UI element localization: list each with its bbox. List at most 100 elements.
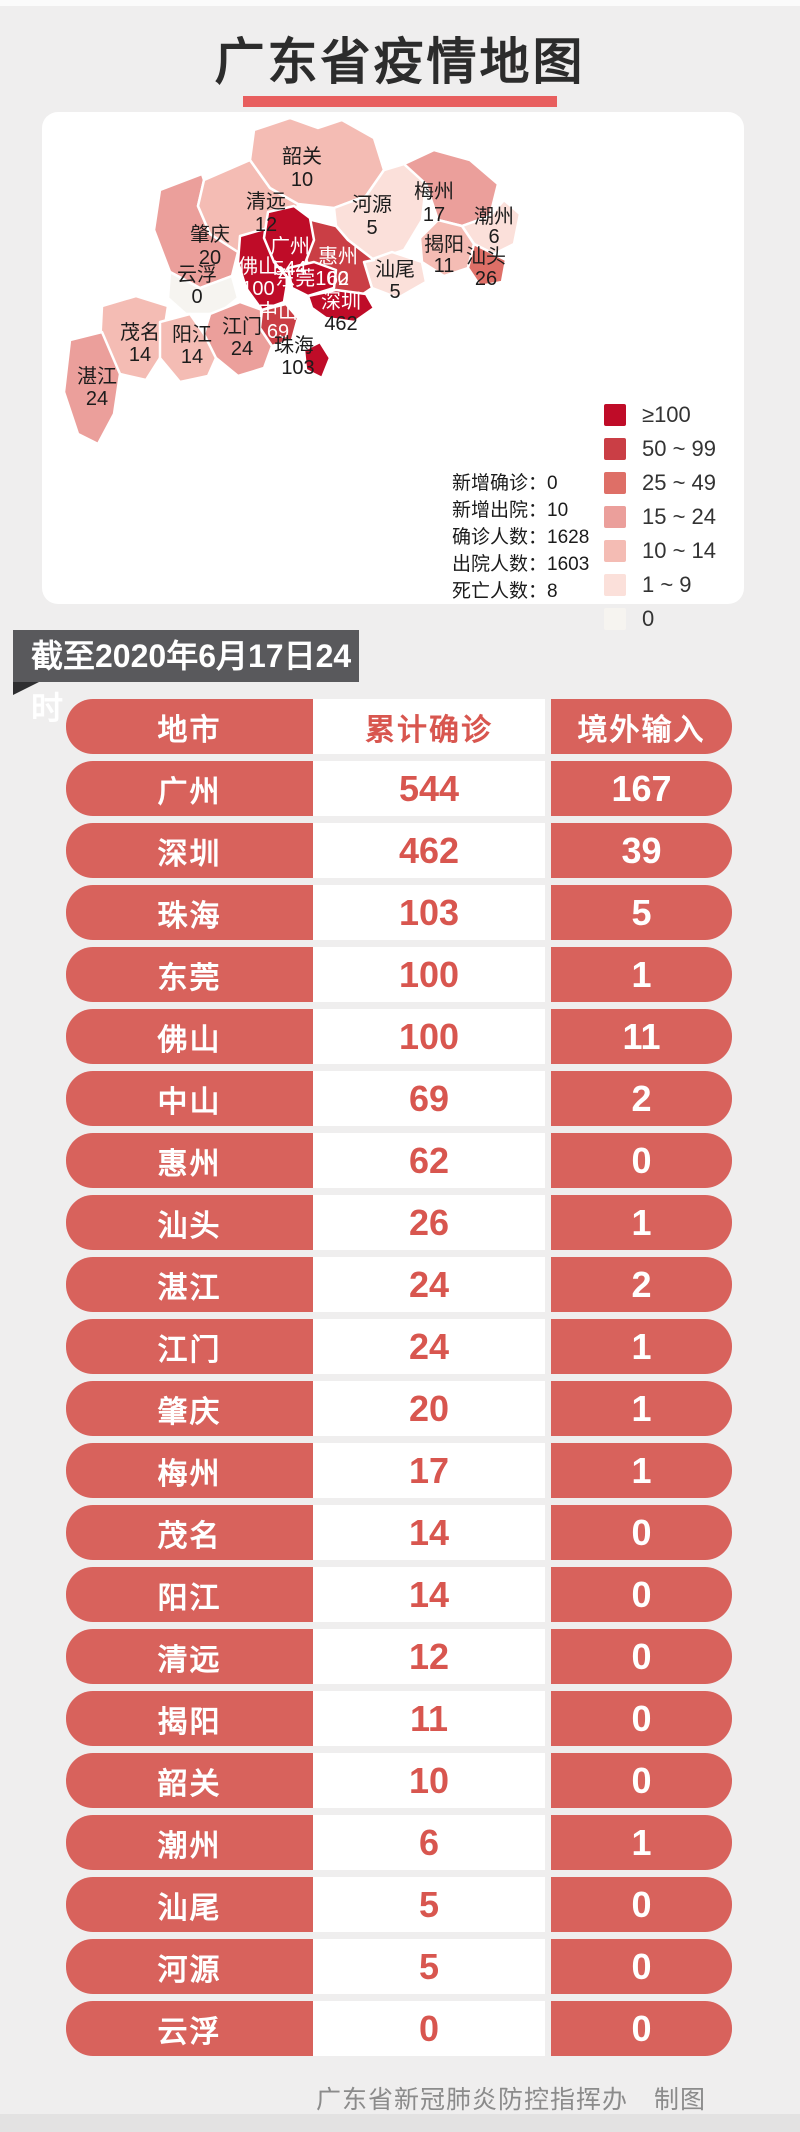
imported-cell: 0 [551,1753,732,1808]
confirmed-cell: 14 [313,1505,545,1560]
map-region-label: 14 [181,346,203,368]
map-region-label: 河源 [352,193,392,216]
city-cell: 广州 [66,761,313,816]
map-region-label: 24 [231,338,253,360]
confirmed-cell: 462 [313,823,545,878]
map-region-label: 梅州 [414,180,454,203]
map-region-label: 100 [241,278,274,300]
map-region-label: 103 [281,357,314,379]
map-region-label: 珠海 [274,334,314,357]
map-region-label: 62 [327,268,349,290]
table-row: 肇庆 20 1 [66,1381,732,1436]
imported-cell: 11 [551,1009,732,1064]
imported-cell: 1 [551,1381,732,1436]
confirmed-cell: 20 [313,1381,545,1436]
legend-swatch [604,438,626,460]
legend-item: 10 ~ 14 [604,538,716,564]
legend-label: 10 ~ 14 [642,538,717,563]
confirmed-cell: 0 [313,2001,545,2056]
map-region-label: 17 [423,204,445,226]
city-cell: 东莞 [66,947,313,1002]
table-row: 中山 69 2 [66,1071,732,1126]
imported-cell: 0 [551,1133,732,1188]
map-region [158,312,218,384]
table-row: 汕尾 5 0 [66,1877,732,1932]
map-region-label: 26 [475,268,497,290]
table-row: 河源 5 0 [66,1939,732,1994]
legend-item: 15 ~ 24 [604,504,716,530]
city-cell: 湛江 [66,1257,313,1312]
imported-cell: 39 [551,823,732,878]
legend-swatch [604,574,626,596]
map-region-label: 深圳 [321,290,361,313]
date-banner-fold [13,682,39,695]
map-legend: ≥100 50 ~ 99 25 ~ 49 15 ~ 24 10 ~ 14 1 ~ 9 0 [604,402,716,640]
city-cell: 深圳 [66,823,313,878]
imported-cell: 1 [551,1319,732,1374]
legend-swatch [604,404,626,426]
imported-cell: 0 [551,1567,732,1622]
imported-cell: 2 [551,1071,732,1126]
map-region-label: 汕尾 [375,258,415,281]
city-cell: 汕头 [66,1195,313,1250]
map-region-label: 462 [324,313,357,335]
table-row: 珠海 103 5 [66,885,732,940]
confirmed-cell: 103 [313,885,545,940]
map-region-label: 24 [86,388,108,410]
header-city: 地市 [66,699,313,754]
map-region-label: 湛江 [77,365,117,388]
footer-credit: 广东省新冠肺炎防控指挥办 制图 [315,2086,706,2114]
imported-cell: 0 [551,1939,732,1994]
map-region-label: 肇庆 [190,223,230,246]
map-region-label: 中山 [258,300,298,323]
stat-line: 死亡人数：8 [452,581,558,602]
city-cell: 佛山 [66,1009,313,1064]
confirmed-cell: 11 [313,1691,545,1746]
header-imported: 境外输入 [551,699,732,754]
stat-line: 新增确诊：0 [452,473,558,494]
city-cell: 潮州 [66,1815,313,1870]
map-region-label: 汕头 [466,245,506,268]
city-table: 地市 累计确诊 境外输入 广州 544 167 深圳 462 39 珠海 103 5 东莞 100 1 佛山 1… [66,699,732,2063]
map-stats-block: 新增确诊：0 新增出院：10 确诊人数：1628 出院人数：1603 死亡人数：8 [452,470,589,605]
map-region-label: 20 [199,247,221,269]
confirmed-cell: 69 [313,1071,545,1126]
city-cell: 惠州 [66,1133,313,1188]
legend-label: ≥100 [642,402,691,427]
imported-cell: 0 [551,1505,732,1560]
map-region-label: 潮州 [474,205,514,228]
confirmed-cell: 26 [313,1195,545,1250]
map-region-label: 11 [434,255,455,277]
map-region-label: 江门 [222,315,262,338]
imported-cell: 2 [551,1257,732,1312]
map-region-label: 阳江 [172,323,212,346]
map-region [202,300,274,378]
city-cell: 江门 [66,1319,313,1374]
confirmed-cell: 14 [313,1567,545,1622]
city-cell: 阳江 [66,1567,313,1622]
table-row: 云浮 0 0 [66,2001,732,2056]
map-region-label: 5 [366,217,377,239]
title-underline [243,96,557,107]
top-strip [0,0,800,6]
city-cell: 清远 [66,1629,313,1684]
map-region [418,218,476,278]
legend-swatch [604,540,626,562]
map-region-label: 茂名 [120,321,160,344]
imported-cell: 0 [551,1691,732,1746]
map-region-label: 东莞100 [275,267,348,290]
map-region [62,330,122,446]
map-region [286,260,338,298]
stat-line: 出院人数：1603 [452,554,590,575]
legend-item: 50 ~ 99 [604,436,716,462]
table-row: 佛山 100 11 [66,1009,732,1064]
confirmed-cell: 17 [313,1443,545,1498]
map-region-label: 544 [273,258,306,280]
map-region-label: 清远 [246,190,286,213]
table-row: 广州 544 167 [66,761,732,816]
confirmed-cell: 5 [313,1939,545,1994]
map-region [306,288,376,324]
map-region-label: 10 [291,169,313,191]
imported-cell: 167 [551,761,732,816]
